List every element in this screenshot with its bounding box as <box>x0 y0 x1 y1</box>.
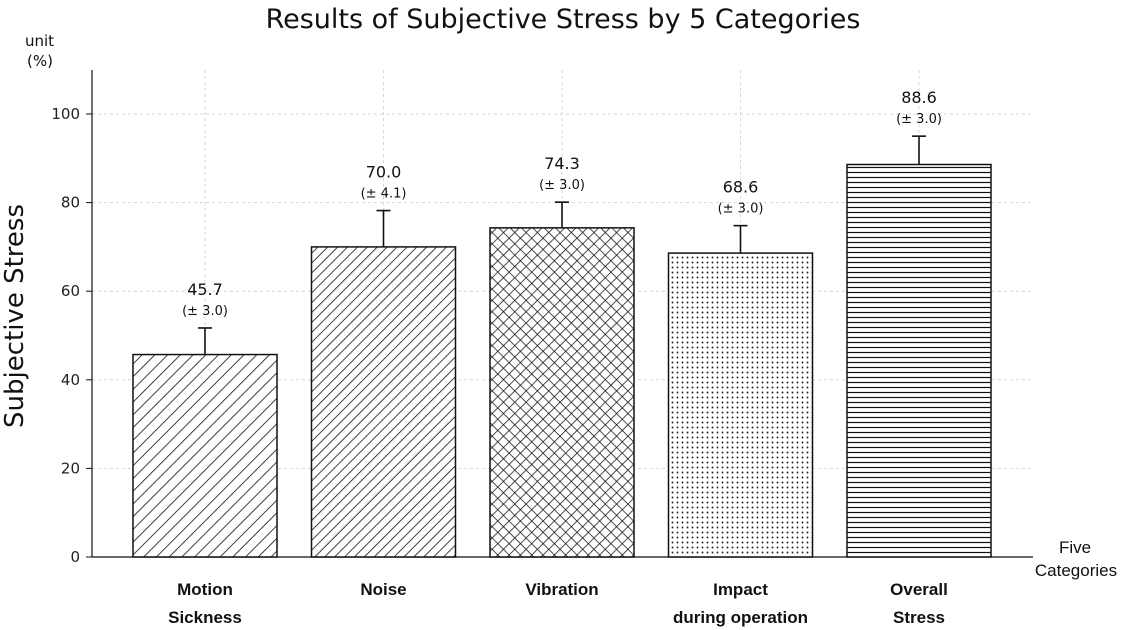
error-label: (± 3.0) <box>539 178 585 193</box>
bar <box>846 163 992 558</box>
value-label: 70.0 <box>366 163 402 182</box>
y-tick-label: 0 <box>70 548 80 566</box>
y-tick-label: 60 <box>61 282 80 300</box>
category-label: Impact <box>713 580 768 599</box>
y-tick-label: 40 <box>61 371 80 389</box>
category-label: Vibration <box>525 580 598 599</box>
error-label: (± 3.0) <box>182 304 228 319</box>
unit-label-line-1: unit <box>25 32 54 50</box>
value-label: 74.3 <box>544 154 580 173</box>
unit-label-line-2: (%) <box>27 52 53 70</box>
bar <box>132 353 278 558</box>
y-axis-label: Subjective Stress <box>0 204 30 428</box>
category-label: Noise <box>360 580 406 599</box>
y-axis-ticks: 0 20 40 60 80 100 <box>51 105 92 566</box>
error-label: (± 3.0) <box>718 202 764 217</box>
error-label: (± 3.0) <box>896 112 942 127</box>
category-label: Overall <box>890 580 948 599</box>
y-tick-label: 100 <box>51 105 80 123</box>
category-label: during operation <box>673 608 808 627</box>
value-label: 88.6 <box>901 88 937 107</box>
y-tick-label: 80 <box>61 194 80 212</box>
error-label: (± 4.1) <box>361 187 407 202</box>
category-label: Sickness <box>168 608 242 627</box>
bar <box>489 227 635 558</box>
bars: 45.7 (± 3.0) 70.0 (± 4.1) 74.3 (± 3.0) 68.6 (± … <box>132 88 992 558</box>
bar <box>667 252 814 558</box>
y-tick-label: 20 <box>61 459 80 477</box>
category-label: Stress <box>893 608 945 627</box>
value-label: 68.6 <box>723 178 759 197</box>
value-label: 45.7 <box>187 280 223 299</box>
x-axis-label-line-1: Five <box>1059 538 1091 557</box>
bar <box>310 246 457 558</box>
category-label: Motion <box>177 580 233 599</box>
x-axis-label-line-2: Categories <box>1035 561 1117 580</box>
category-labels: Motion Sickness Noise Vibration Impact during… <box>168 580 948 627</box>
chart-title: Results of Subjective Stress by 5 Catego… <box>266 4 861 35</box>
